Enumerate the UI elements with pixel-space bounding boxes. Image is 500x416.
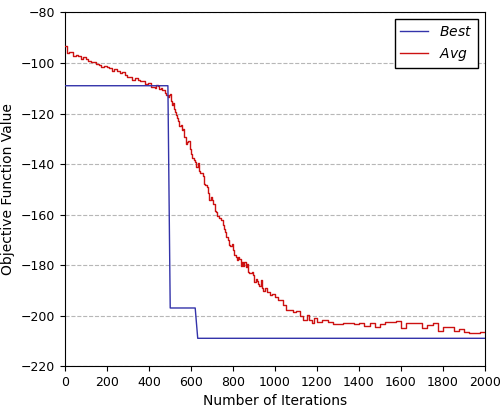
$\it{Best}$ (72, 83, 78, 88)
$\it{Avg}$ (230, 241, 236, 246)
$\it{Avg}$ (300, 314, 306, 319)
Y-axis label: Objective Function Value: Objective Function Value (2, 103, 16, 275)
X-axis label: Number of Iterations: Number of Iterations (203, 394, 347, 409)
$\it{Avg}$ (201, 173, 207, 178)
$\it{Avg}$ (232, 253, 238, 258)
$\it{Best}$ (314, 336, 320, 341)
Line: $\it{Best}$: $\it{Best}$ (65, 86, 485, 338)
$\it{Best}$ (84, 83, 90, 88)
$\it{Best}$ (218, 336, 224, 341)
$\it{Avg}$ (472, 331, 478, 336)
$\it{Avg}$ (398, 318, 404, 323)
$\it{Best}$ (194, 336, 200, 341)
$\it{Best}$ (62, 83, 68, 88)
Line: $\it{Avg}$: $\it{Avg}$ (65, 46, 485, 333)
$\it{Best}$ (408, 336, 414, 341)
$\it{Best}$ (482, 336, 488, 341)
Legend: $\it{Best}$, $\it{Avg}$: $\it{Best}$, $\it{Avg}$ (395, 20, 478, 69)
$\it{Avg}$ (130, 74, 136, 79)
$\it{Best}$ (100, 83, 105, 88)
$\it{Avg}$ (62, 44, 68, 49)
$\it{Avg}$ (482, 330, 488, 335)
